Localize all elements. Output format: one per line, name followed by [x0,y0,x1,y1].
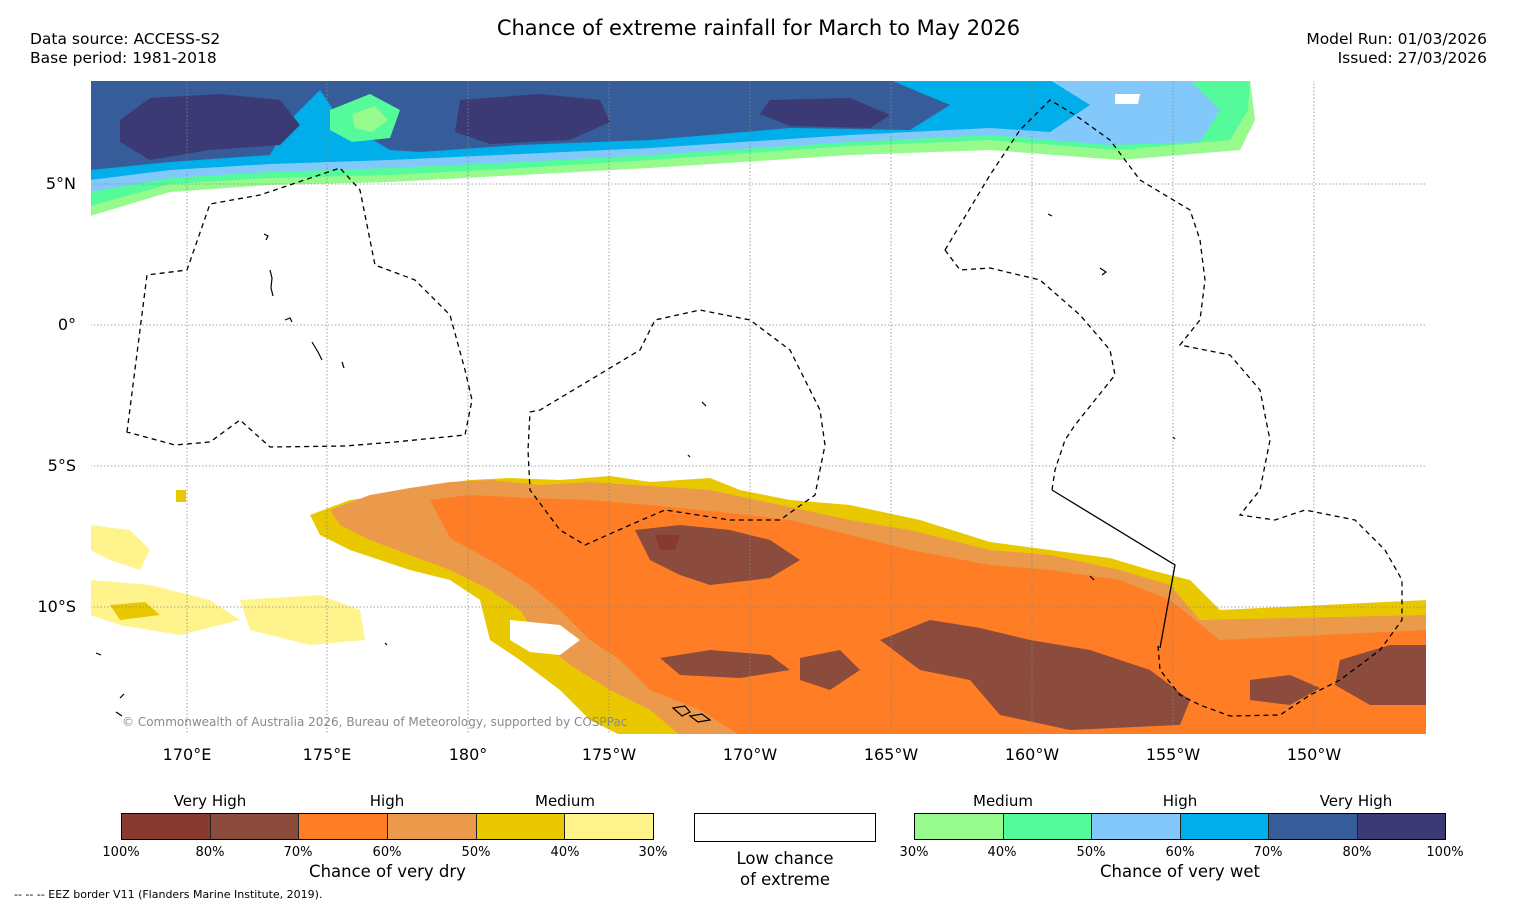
map-frame [90,80,1427,735]
wet-tick: 70% [1253,845,1283,860]
wet-tick: 30% [899,845,929,860]
lon-label-170e: 170°E [162,745,212,764]
low-chance-label: Low chance of extreme [694,848,876,890]
low-chance-line1: Low chance [736,849,834,868]
dry-tick: 30% [638,845,668,860]
wet-colorbar [914,813,1446,840]
lat-label-10s: 10°S [37,597,76,616]
low-chance-line2: of extreme [739,870,831,889]
wet-colorbar-segment-2 [1092,814,1181,839]
wet-colorbar-segment-1 [1003,814,1092,839]
wet-heading-very-high: Very High [1319,792,1393,810]
wet-colorbar-segment-0 [915,814,1004,839]
lon-label-180: 180° [448,745,488,764]
wet-heading-high: High [1162,792,1198,810]
lon-label-155w: 155°W [1145,745,1201,764]
dry-region [90,476,1427,735]
wet-region [90,80,1255,216]
dry-colorbar-segment-2 [299,814,389,839]
lon-label-175e: 175°E [302,745,352,764]
lat-label-5n: 5°N [45,174,76,193]
model-run: Model Run: 01/03/2026 [1306,30,1487,48]
lon-label-160w: 160°W [1004,745,1060,764]
eez-footnote: -- -- -- EEZ border V11 (Flanders Marine… [14,888,323,901]
wet-heading-medium: Medium [973,792,1033,810]
wet-tick: 50% [1076,845,1106,860]
islands [95,213,1176,723]
dry-colorbar-segment-3 [388,814,477,839]
dry-tick: 40% [550,845,580,860]
dry-colorbar-segment-0 [122,814,211,839]
dry-heading-medium: Medium [535,792,595,810]
lon-label-175w: 175°W [581,745,637,764]
dry-colorbar-segment-5 [565,814,654,839]
lat-label-0: 0° [57,315,76,334]
meta-right: Model Run: 01/03/2026 Issued: 27/03/2026 [1306,30,1487,68]
wet-colorbar-segment-3 [1180,814,1269,839]
lon-label-150w: 150°W [1286,745,1342,764]
graticule [90,80,1427,735]
eez-borders [126,99,1403,717]
wet-colorbar-segment-5 [1357,814,1445,839]
lon-label-165w: 165°W [863,745,919,764]
issued-date: Issued: 27/03/2026 [1337,49,1487,67]
wet-tick: 100% [1426,845,1464,860]
wet-colorbar-segment-4 [1269,814,1358,839]
lat-label-5s: 5°S [47,456,76,475]
wet-tick: 80% [1342,845,1372,860]
dry-tick: 80% [195,845,225,860]
dry-heading-very-high: Very High [173,792,247,810]
low-chance-swatch [694,813,876,842]
dry-tick: 100% [102,845,140,860]
data-source: Data source: ACCESS-S2 [30,30,221,48]
dry-colorbar-segment-4 [476,814,566,839]
wet-legend-title: Chance of very wet [1100,862,1260,881]
base-period: Base period: 1981-2018 [30,49,217,67]
dry-tick: 50% [461,845,491,860]
meta-left: Data source: ACCESS-S2 Base period: 1981… [30,30,220,68]
dry-colorbar-segment-1 [210,814,300,839]
dry-heading-high: High [369,792,405,810]
rainfall-map[interactable] [90,80,1427,735]
dry-tick: 60% [372,845,402,860]
eez-borders-solid [1051,489,1176,649]
dry-tick: 70% [283,845,313,860]
map-credit: © Commonwealth of Australia 2026, Bureau… [122,715,628,729]
lon-label-170w: 170°W [722,745,778,764]
dry-legend-title: Chance of very dry [309,862,466,881]
wet-tick: 40% [987,845,1017,860]
wet-tick: 60% [1165,845,1195,860]
map-title: Chance of extreme rainfall for March to … [496,16,1021,40]
dry-colorbar [121,813,654,840]
